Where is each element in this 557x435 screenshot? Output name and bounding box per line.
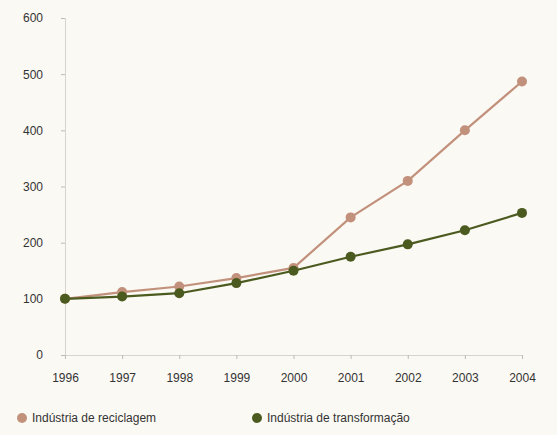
point [517,76,527,86]
series-line [65,213,522,299]
legend-item: Indústria de reciclagem [17,411,156,425]
x-axis: 1996 1997 1998 1999 2000 2001 2002 2003 2004 [52,355,536,385]
point [289,266,299,276]
x-tick: 2000 [281,355,308,385]
y-tick-label: 600 [23,11,43,25]
x-tick: 2002 [395,355,422,385]
y-tick-mark [61,355,65,356]
x-tick-mark [65,355,66,359]
y-tick-label: 500 [23,68,43,82]
x-tick-label: 1998 [166,371,193,385]
x-tick-mark [522,355,523,359]
point [60,294,70,304]
x-tick-mark [465,355,466,359]
point [117,292,127,302]
point [231,278,241,288]
x-tick-mark [351,355,352,359]
chart: 0 100 200 300 400 500 600 1996 1997 1998 1999 2000 2… [0,0,557,435]
x-tick-mark [122,355,123,359]
point [346,252,356,262]
x-tick: 2004 [509,355,536,385]
series-markers [60,76,527,303]
y-tick-mark [61,74,65,75]
x-tick-mark [294,355,295,359]
x-tick: 1996 [52,355,79,385]
point [403,176,413,186]
y-tick: 100 [23,292,65,306]
y-tick: 200 [23,236,65,250]
point [517,208,527,218]
series-line [65,81,522,298]
x-tick-label: 2004 [509,371,536,385]
x-tick-mark [179,355,180,359]
y-tick-label: 400 [23,124,43,138]
y-axis-line [61,19,66,356]
y-tick-mark [61,187,65,188]
point [60,294,70,304]
x-tick: 1998 [166,355,193,385]
point [346,212,356,222]
point [174,288,184,298]
plot-area [60,76,527,303]
point [403,239,413,249]
y-tick-label: 100 [23,292,43,306]
x-tick: 2001 [338,355,365,385]
y-tick-label: 300 [23,180,43,194]
x-tick-label: 2002 [395,371,422,385]
background [0,0,557,435]
legend-marker [17,413,27,423]
x-tick-label: 2000 [281,371,308,385]
x-tick: 2003 [452,355,479,385]
x-tick-mark [408,355,409,359]
y-tick-mark [61,130,65,131]
legend-marker [252,413,262,423]
y-tick: 600 [23,11,65,25]
y-tick: 400 [23,124,65,138]
x-tick: 1999 [224,355,251,385]
point [460,125,470,135]
legend: Indústria de reciclagem Indústria de tran… [17,411,410,425]
x-tick-label: 1997 [109,371,136,385]
legend-label: Indústria de reciclagem [32,411,156,425]
x-tick-label: 2003 [452,371,479,385]
y-tick-mark [61,243,65,244]
x-tick-mark [236,355,237,359]
legend-label: Indústria de transformação [267,411,410,425]
x-axis-line [66,356,523,360]
point [460,225,470,235]
y-tick-mark [61,18,65,19]
y-tick-label: 200 [23,236,43,250]
x-tick-label: 1996 [52,371,79,385]
x-tick: 1997 [109,355,136,385]
y-tick: 0 [36,348,65,362]
x-tick-label: 2001 [338,371,365,385]
y-tick: 300 [23,180,65,194]
y-tick: 500 [23,68,65,82]
series-markers [60,208,527,304]
y-axis: 0 100 200 300 400 500 600 [23,11,66,362]
legend-item: Indústria de transformação [252,411,410,425]
x-tick-label: 1999 [224,371,251,385]
y-tick-label: 0 [36,348,43,362]
